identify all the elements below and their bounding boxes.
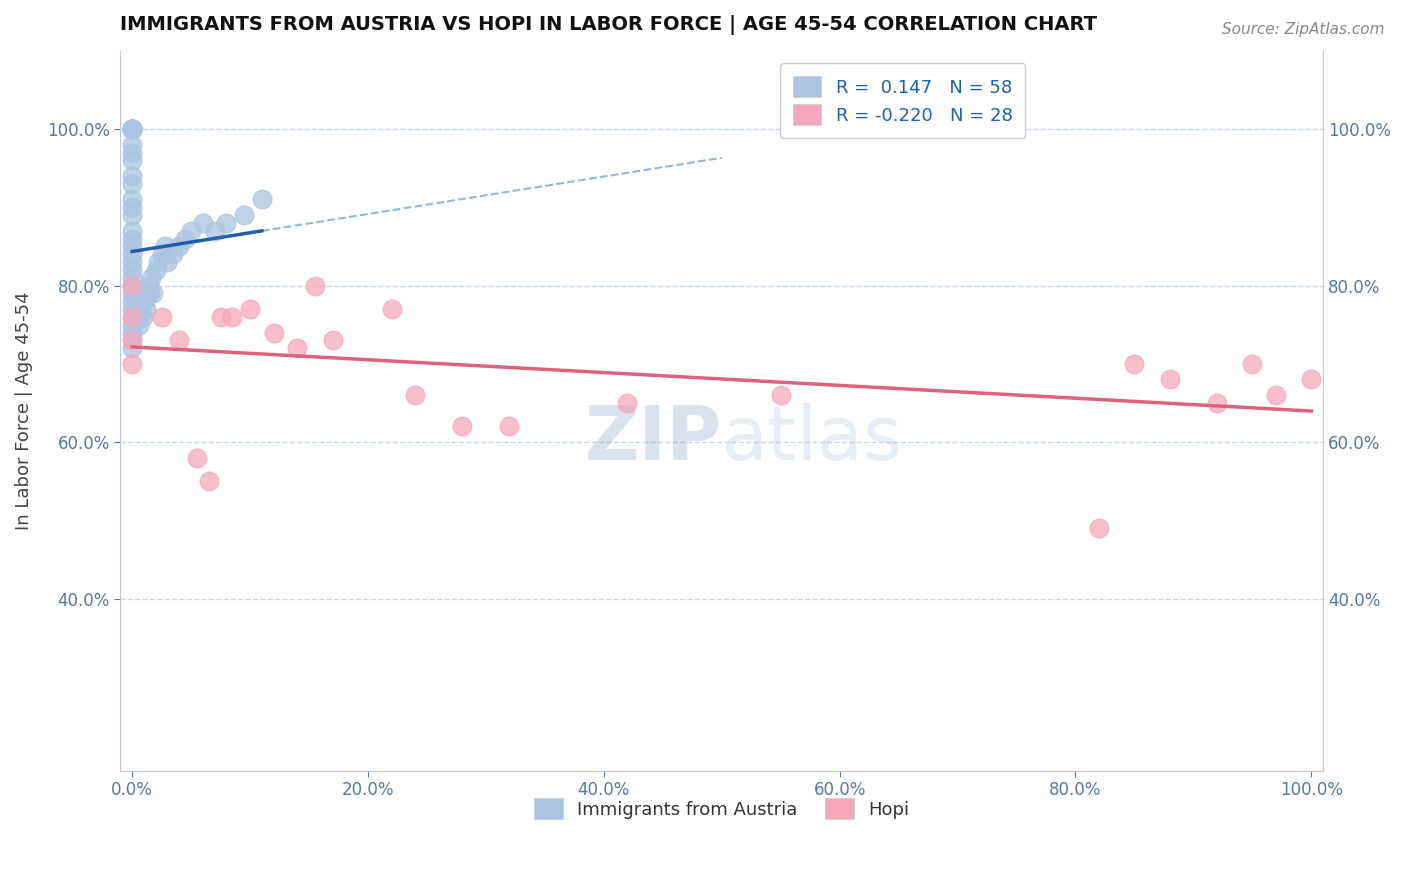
Point (131, 294, 153, 309)
Point (125, 301, 148, 316)
Point (121, 208, 143, 222)
Point (121, 153, 143, 168)
Point (304, 278, 326, 293)
Point (1301, 372, 1323, 386)
Point (1123, 357, 1146, 371)
Text: atlas: atlas (721, 403, 903, 476)
Point (1265, 388, 1288, 402)
Point (1206, 396, 1229, 410)
Point (153, 239, 176, 253)
Point (121, 310, 143, 324)
Text: Source: ZipAtlas.com: Source: ZipAtlas.com (1222, 22, 1385, 37)
Legend: Immigrants from Austria, Hopi: Immigrants from Austria, Hopi (527, 791, 917, 827)
Point (121, 122, 143, 136)
Point (121, 286, 143, 301)
Point (121, 169, 143, 183)
Point (145, 263, 167, 277)
Point (451, 419, 474, 434)
Point (121, 255, 143, 269)
Point (128, 318, 150, 332)
Point (121, 334, 143, 348)
Point (1159, 372, 1181, 386)
Point (139, 286, 162, 301)
Point (121, 357, 143, 371)
Text: ZIP: ZIP (585, 403, 721, 476)
Point (380, 301, 402, 316)
Point (124, 286, 146, 301)
Point (233, 208, 256, 222)
Point (1088, 521, 1111, 535)
Point (209, 310, 232, 324)
Point (215, 216, 238, 230)
Point (169, 239, 191, 253)
Point (121, 177, 143, 191)
Point (769, 388, 792, 402)
Point (121, 145, 143, 160)
Point (121, 122, 143, 136)
Point (121, 278, 143, 293)
Point (121, 263, 143, 277)
Point (150, 247, 173, 261)
Point (121, 318, 143, 332)
Point (121, 137, 143, 152)
Point (121, 122, 143, 136)
Point (121, 294, 143, 309)
Point (138, 278, 160, 293)
Point (162, 247, 184, 261)
Point (121, 224, 143, 238)
Point (250, 193, 273, 207)
Point (186, 450, 208, 465)
Point (156, 255, 179, 269)
Point (239, 301, 262, 316)
Point (146, 255, 169, 269)
Point (134, 286, 156, 301)
Point (139, 270, 162, 285)
Point (121, 232, 143, 246)
Point (132, 310, 155, 324)
Point (263, 326, 285, 340)
Point (127, 310, 149, 324)
Point (129, 301, 152, 316)
Point (121, 270, 143, 285)
Point (169, 334, 191, 348)
Point (121, 193, 143, 207)
Point (121, 334, 143, 348)
Point (404, 388, 426, 402)
Point (121, 301, 143, 316)
Point (616, 396, 638, 410)
Point (204, 224, 226, 238)
Point (498, 419, 520, 434)
Point (221, 310, 243, 324)
Point (142, 286, 165, 301)
Point (121, 247, 143, 261)
Point (121, 310, 143, 324)
Point (121, 278, 143, 293)
Point (121, 122, 143, 136)
Point (180, 224, 202, 238)
Point (322, 334, 344, 348)
Point (121, 122, 143, 136)
Y-axis label: In Labor Force | Age 45-54: In Labor Force | Age 45-54 (15, 292, 32, 530)
Text: IMMIGRANTS FROM AUSTRIA VS HOPI IN LABOR FORCE | AGE 45-54 CORRELATION CHART: IMMIGRANTS FROM AUSTRIA VS HOPI IN LABOR… (121, 15, 1097, 35)
Point (121, 326, 143, 340)
Point (285, 341, 308, 355)
Point (174, 232, 197, 246)
Point (121, 341, 143, 355)
Point (135, 301, 157, 316)
Point (150, 310, 173, 324)
Point (191, 216, 214, 230)
Point (197, 474, 219, 488)
Point (1241, 357, 1264, 371)
Point (132, 294, 155, 309)
Point (121, 200, 143, 214)
Point (121, 122, 143, 136)
Point (121, 239, 143, 253)
